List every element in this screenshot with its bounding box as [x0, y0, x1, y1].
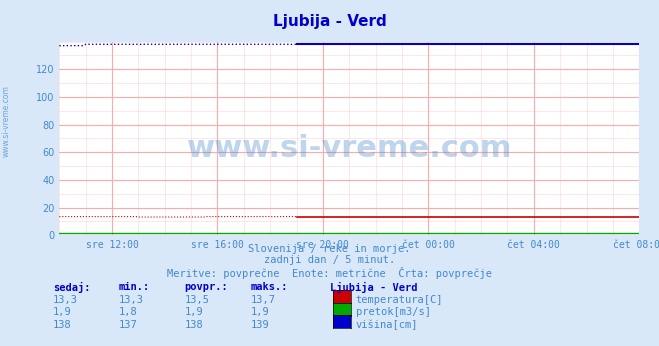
Text: 138: 138 — [53, 320, 71, 330]
Text: min.:: min.: — [119, 282, 150, 292]
Text: Ljubija - Verd: Ljubija - Verd — [273, 14, 386, 29]
Text: 1,8: 1,8 — [119, 307, 137, 317]
Text: Slovenija / reke in morje.: Slovenija / reke in morje. — [248, 244, 411, 254]
Text: 137: 137 — [119, 320, 137, 330]
Text: zadnji dan / 5 minut.: zadnji dan / 5 minut. — [264, 255, 395, 265]
Text: 1,9: 1,9 — [250, 307, 269, 317]
Text: maks.:: maks.: — [250, 282, 288, 292]
Text: sedaj:: sedaj: — [53, 282, 90, 293]
Text: Ljubija - Verd: Ljubija - Verd — [330, 282, 417, 293]
Text: 13,5: 13,5 — [185, 295, 210, 305]
Text: višina[cm]: višina[cm] — [356, 320, 418, 330]
Text: pretok[m3/s]: pretok[m3/s] — [356, 307, 431, 317]
Text: 138: 138 — [185, 320, 203, 330]
Text: www.si-vreme.com: www.si-vreme.com — [186, 134, 512, 163]
Text: povpr.:: povpr.: — [185, 282, 228, 292]
Text: 1,9: 1,9 — [53, 307, 71, 317]
Text: Meritve: povprečne  Enote: metrične  Črta: povprečje: Meritve: povprečne Enote: metrične Črta:… — [167, 267, 492, 279]
Text: 13,3: 13,3 — [119, 295, 144, 305]
Text: www.si-vreme.com: www.si-vreme.com — [2, 85, 11, 157]
Text: 13,7: 13,7 — [250, 295, 275, 305]
Text: 13,3: 13,3 — [53, 295, 78, 305]
Text: 1,9: 1,9 — [185, 307, 203, 317]
Text: temperatura[C]: temperatura[C] — [356, 295, 444, 305]
Text: 139: 139 — [250, 320, 269, 330]
